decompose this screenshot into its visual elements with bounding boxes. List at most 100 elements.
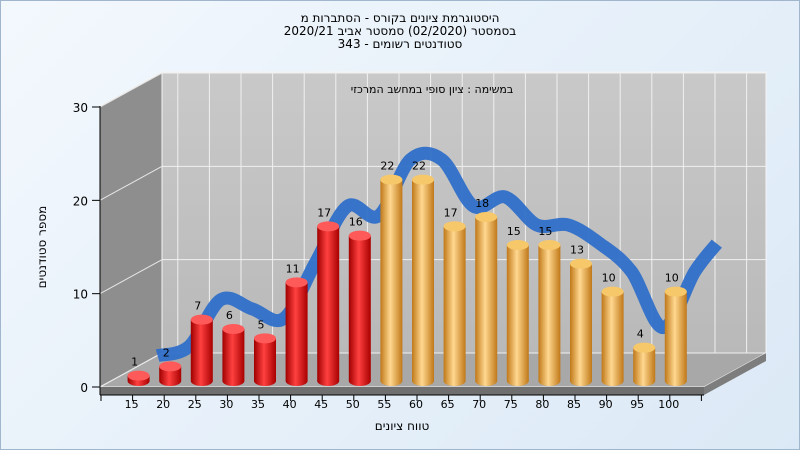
bar-value-label: 4 (637, 328, 644, 341)
histogram-bar: 4 (633, 328, 656, 387)
gridline-wall (99, 72, 163, 108)
x-tick-label: 70 (472, 398, 486, 411)
chart-title-line-2: בסמסטר (02/2020) סמסטר אביב 2020/21 (283, 24, 517, 38)
bar-value-label: 17 (317, 206, 331, 219)
bar-body (348, 235, 371, 387)
floor-side (704, 353, 766, 395)
bar-body (380, 179, 403, 387)
gridline-wall (99, 352, 163, 388)
bar-body (190, 319, 213, 387)
histogram-bar: 5 (254, 318, 276, 386)
histogram-bar: 6 (222, 309, 245, 387)
bar-value-label: 13 (570, 244, 584, 257)
left-wall (99, 71, 163, 388)
histogram-bar: 16 (348, 216, 371, 387)
bar-top (159, 361, 182, 372)
bar-body (570, 263, 592, 386)
x-tick-label: 55 (377, 398, 391, 411)
bar-top (380, 174, 403, 185)
bar-value-label: 22 (380, 160, 394, 173)
x-tick-label: 80 (535, 398, 549, 411)
gridline-wall (99, 165, 163, 201)
bar-value-label: 18 (475, 197, 489, 210)
bar-value-label: 2 (163, 346, 170, 359)
bar-value-label: 10 (602, 272, 616, 285)
bar-value-label: 16 (349, 216, 363, 229)
bar-body (475, 217, 498, 387)
histogram-bar: 2 (159, 346, 182, 386)
bar-top (601, 286, 624, 297)
bar-top (538, 240, 561, 251)
trend-line (155, 146, 722, 363)
x-tick-label: 40 (283, 398, 297, 411)
bar-top (570, 258, 592, 269)
bar-body (285, 282, 308, 387)
x-tick-label: 45 (314, 398, 328, 411)
x-tick-label: 60 (409, 398, 423, 411)
y-tick-label: 10 (73, 288, 88, 302)
bar-top (317, 221, 340, 232)
gridline-wall (99, 259, 163, 295)
x-tick-label: 25 (188, 398, 202, 411)
x-tick-label: 65 (441, 398, 455, 411)
x-tick-label: 75 (504, 398, 518, 411)
histogram-bar: 7 (190, 300, 213, 387)
bar-value-label: 17 (444, 206, 458, 219)
bar-body (412, 179, 434, 386)
bar-top (506, 240, 529, 251)
y-tick-label: 20 (73, 194, 88, 208)
bar-body (317, 226, 340, 387)
bar-top (348, 230, 371, 241)
bar-top (443, 221, 466, 232)
bar-body (601, 291, 624, 387)
x-tick-label: 100 (658, 398, 679, 411)
y-axis-label: מספר סטודנטים (35, 206, 49, 289)
x-tick-label: 95 (630, 398, 644, 411)
histogram-bar: 22 (412, 160, 434, 386)
bar-value-label: 6 (226, 309, 233, 322)
bar-top (254, 333, 276, 344)
bar-body (222, 329, 245, 387)
bar-body (633, 347, 656, 387)
x-tick-label: 85 (567, 398, 581, 411)
bar-value-label: 11 (286, 262, 300, 275)
chart-subtitle: במשימה : ציון סופי במחשב המרכזי (351, 83, 514, 96)
histogram-bar: 13 (570, 244, 592, 386)
bar-body (664, 291, 687, 387)
x-axis-label: טווח ציונים (375, 419, 430, 433)
bar-top (285, 277, 308, 288)
bar-top (190, 314, 213, 325)
histogram-bar: 11 (285, 262, 308, 387)
x-tick-label: 20 (156, 398, 170, 411)
histogram-bar: 1 (127, 356, 150, 387)
histogram-bar: 10 (664, 272, 687, 387)
x-tick-label: 35 (251, 398, 265, 411)
histogram-bar: 18 (475, 197, 498, 387)
bar-value-label: 15 (507, 225, 521, 238)
chart-title-line-3: סטודנטים רשומים - 343 (337, 37, 463, 51)
bar-body (159, 366, 182, 386)
bar-top (412, 174, 434, 185)
bar-body (538, 245, 561, 387)
bar-value-label: 15 (538, 225, 552, 238)
histogram-bar: 17 (443, 206, 466, 387)
floor-edge (100, 387, 704, 395)
y-tick-label: 0 (80, 381, 88, 395)
x-tick-label: 90 (599, 398, 613, 411)
bar-top (664, 286, 687, 297)
x-tick-label: 30 (219, 398, 233, 411)
bar-value-label: 22 (412, 160, 426, 173)
bar-top (475, 212, 498, 223)
trend-ribbon (155, 146, 722, 363)
bar-value-label: 7 (194, 300, 201, 313)
histogram-bar: 15 (538, 225, 561, 387)
bar-top (633, 342, 656, 353)
bar-top (127, 370, 150, 381)
y-tick-label: 30 (73, 101, 88, 115)
bar-body (506, 245, 529, 387)
histogram-bar: 15 (506, 225, 529, 387)
bar-top (222, 324, 245, 335)
histogram-bar: 17 (317, 206, 340, 387)
